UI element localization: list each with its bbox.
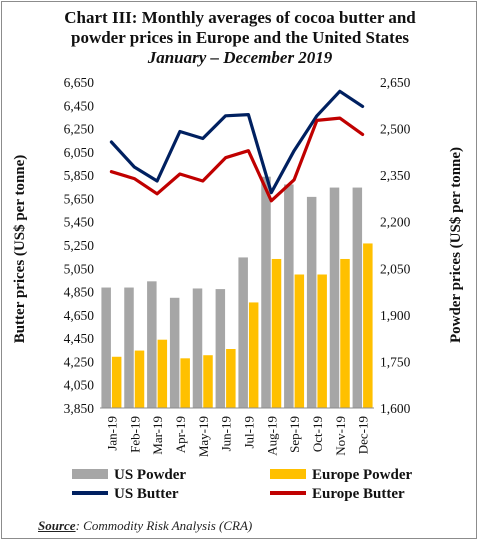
bar-us-powder: [306, 196, 317, 408]
bar-europe-powder: [180, 358, 190, 408]
category-label: Oct-19: [310, 416, 325, 452]
bar-us-powder: [238, 257, 248, 408]
category-label: Nov-19: [333, 416, 348, 456]
source-text: : Commodity Risk Analysis (CRA): [75, 518, 253, 533]
left-tick-label: 6,050: [64, 145, 95, 160]
category-label: Jul-19: [241, 416, 256, 449]
bar-europe-powder: [226, 349, 236, 408]
left-tick-label: 4,850: [64, 285, 95, 300]
right-tick-label: 2,650: [380, 75, 411, 90]
left-tick-label: 6,650: [64, 75, 95, 90]
bar-europe-powder: [340, 258, 350, 408]
bar-us-powder: [124, 287, 134, 408]
legend-label: Europe Butter: [312, 486, 405, 502]
left-tick-label: 4,650: [64, 308, 95, 323]
category-label: Apr-19: [173, 416, 188, 453]
left-tick-label: 5,250: [64, 238, 95, 253]
bar-europe-powder: [271, 258, 282, 408]
bar-europe-powder: [248, 302, 259, 408]
title-line-2: powder prices in Europe and the United S…: [71, 28, 409, 47]
chart-subtitle: January – December 2019: [147, 48, 333, 67]
category-label: Jan-19: [104, 416, 119, 451]
line-us-butter: [109, 89, 365, 195]
left-tick-label: 5,450: [64, 215, 95, 230]
line-europe-butter: [109, 116, 365, 203]
bar-europe-powder: [294, 274, 305, 408]
source-label: Source: [38, 518, 76, 533]
legend-label: US Butter: [114, 486, 179, 502]
category-label: Dec-19: [356, 416, 371, 454]
left-tick-label: 5,050: [64, 261, 95, 276]
left-tick-label: 5,850: [64, 168, 95, 183]
legend-label: Europe Powder: [312, 467, 412, 483]
bar-us-powder: [101, 287, 111, 408]
left-tick-label: 5,650: [64, 191, 95, 206]
left-tick-label: 4,050: [64, 378, 95, 393]
source-note: Source: Commodity Risk Analysis (CRA): [38, 518, 252, 534]
bar-us-powder: [215, 289, 226, 408]
left-axis-title: Butter prices (US$ per tonne): [12, 155, 28, 344]
legend-swatch: [270, 469, 306, 479]
bar-europe-powder: [111, 356, 122, 408]
right-tick-label: 2,200: [380, 215, 411, 230]
right-tick-label: 2,350: [380, 168, 411, 183]
right-tick-label: 1,900: [380, 308, 411, 323]
bar-europe-powder: [363, 243, 373, 408]
bar-us-powder: [147, 281, 157, 408]
bar-us-powder: [352, 187, 363, 408]
category-label: May-19: [196, 416, 211, 457]
right-axis-title: Powder prices (US$ per tonne): [448, 147, 464, 343]
left-tick-label: 6,450: [64, 98, 95, 113]
left-tick-label: 4,450: [64, 331, 95, 346]
bar-europe-powder: [157, 339, 168, 408]
bar-europe-powder: [203, 355, 213, 408]
right-tick-label: 2,500: [380, 122, 411, 137]
bar-europe-powder: [317, 274, 327, 408]
bar-us-powder: [284, 184, 294, 408]
title-line-1: Chart III: Monthly averages of cocoa but…: [64, 8, 416, 27]
category-label: Aug-19: [264, 416, 279, 456]
left-tick-label: 3,850: [64, 401, 95, 416]
category-label: Feb-19: [127, 416, 142, 453]
bar-europe-powder: [134, 350, 145, 408]
right-tick-label: 1,750: [380, 354, 411, 369]
left-tick-label: 4,250: [64, 354, 95, 369]
chart-title: Chart III: Monthly averages of cocoa but…: [2, 8, 478, 68]
category-label: Sep-19: [287, 416, 302, 453]
bar-us-powder: [192, 288, 203, 408]
bar-us-powder: [261, 176, 271, 408]
legend-label: US Powder: [114, 467, 186, 483]
legend-swatch: [72, 469, 108, 479]
left-tick-label: 6,250: [64, 122, 95, 137]
category-label: Mar-19: [150, 416, 165, 455]
right-tick-label: 2,050: [380, 261, 411, 276]
category-label: Jun-19: [219, 416, 234, 451]
bar-us-powder: [169, 297, 180, 408]
bar-us-powder: [329, 187, 340, 408]
right-tick-label: 1,600: [380, 401, 411, 416]
